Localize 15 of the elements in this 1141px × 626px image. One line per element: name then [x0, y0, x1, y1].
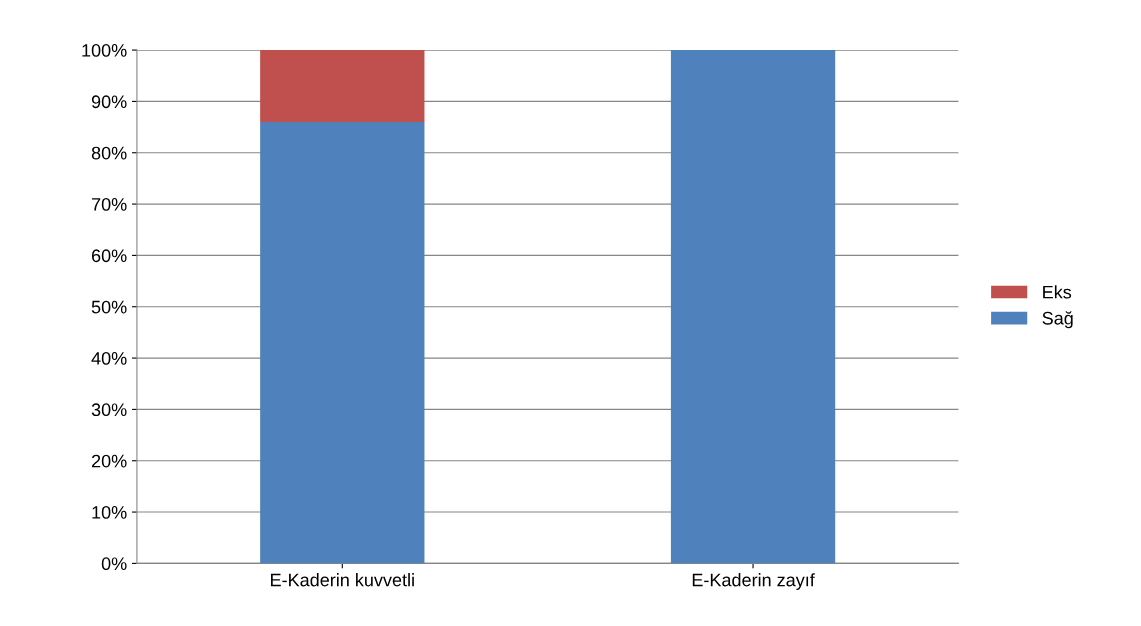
y-tick-label: 30%	[91, 403, 127, 417]
y-tick-label: 50%	[91, 300, 127, 314]
x-tick-label: E-Kaderin zayıf	[692, 573, 815, 590]
y-tick-label: 100%	[82, 44, 127, 57]
legend-label: Sağ	[1042, 311, 1073, 329]
x-tick-label: E-Kaderin kuvvetli	[271, 573, 414, 587]
y-tick-label: 70%	[91, 198, 127, 211]
y-tick-label: 0%	[101, 557, 127, 571]
y-tick-label: 20%	[91, 454, 127, 468]
y-tick-label: 40%	[91, 352, 127, 365]
legend-label: Eks	[1043, 285, 1072, 299]
y-tick-label: 90%	[91, 95, 127, 109]
y-tick-label: 10%	[92, 506, 127, 519]
y-tick-label: 60%	[91, 249, 127, 263]
y-tick-label: 80%	[91, 146, 127, 160]
